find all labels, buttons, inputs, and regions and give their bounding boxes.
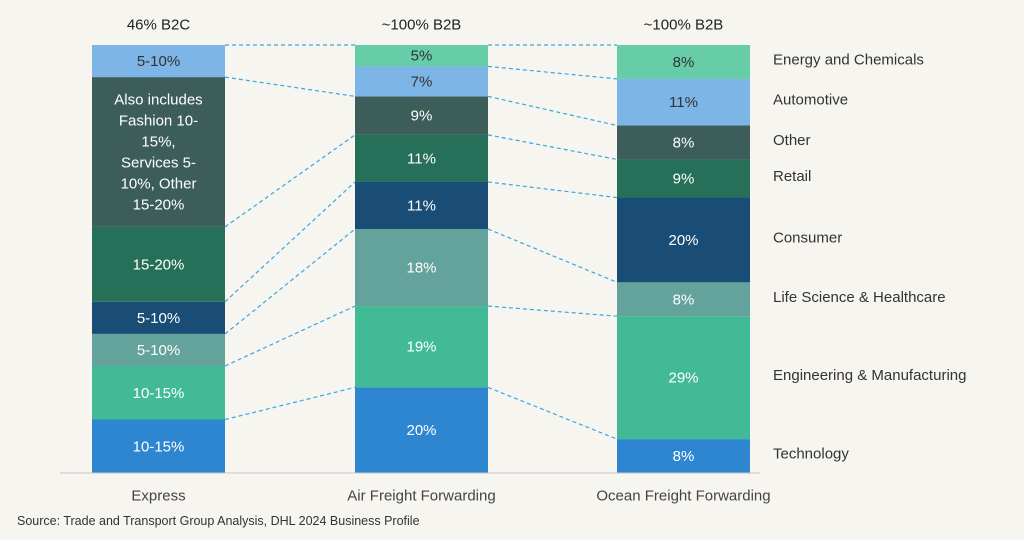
segment-label-air-freight-forwarding-life-science-and-healthcare: 18% — [406, 259, 436, 276]
bar-segment-ocean-freight-forwarding-consumer — [617, 197, 750, 283]
bar-segment-ocean-freight-forwarding-engineering-and-manufacturing — [617, 316, 750, 440]
connector-other-0 — [224, 134, 356, 228]
source-note: Source: Trade and Transport Group Analys… — [17, 514, 420, 528]
bar-segment-ocean-freight-forwarding-technology — [617, 439, 750, 473]
bar-segment-ocean-freight-forwarding-automotive — [617, 78, 750, 126]
bar-segment-air-freight-forwarding-engineering-and-manufacturing — [355, 306, 488, 388]
segment-label-ocean-freight-forwarding-energy-and-chemicals: 8% — [673, 53, 695, 70]
sector-label-technology: Technology — [773, 446, 849, 463]
bars-group — [92, 45, 750, 473]
bar-segment-air-freight-forwarding-energy-and-chemicals — [355, 45, 488, 67]
category-label-ocean-freight-forwarding: Ocean Freight Forwarding — [596, 488, 770, 505]
connector-engineering-and-manufacturing-1 — [487, 386, 618, 440]
connector-lines — [224, 44, 618, 440]
segment-label-express-life-science-and-healthcare: 5-10% — [137, 341, 180, 358]
segment-label-air-freight-forwarding-energy-and-chemicals: 5% — [411, 47, 433, 64]
segment-label-ocean-freight-forwarding-technology: 8% — [673, 448, 695, 465]
bar-segment-express-retail — [92, 226, 225, 302]
bar-segment-express-life-science-and-healthcare — [92, 333, 225, 366]
category-label-air-freight-forwarding: Air Freight Forwarding — [347, 488, 495, 505]
segment-label-air-freight-forwarding-technology: 20% — [406, 422, 436, 439]
top-label-air-freight-forwarding: ~100% B2B — [382, 17, 462, 34]
segment-label-express-retail: 15-20% — [133, 256, 185, 273]
segment-label-express-consumer: 5-10% — [137, 309, 180, 326]
connector-automotive-1 — [487, 95, 618, 127]
bar-segment-air-freight-forwarding-retail — [355, 134, 488, 182]
sector-label-retail: Retail — [773, 168, 811, 185]
sector-label-consumer: Consumer — [773, 229, 842, 246]
sector-label-automotive: Automotive — [773, 92, 848, 109]
segment-label-ocean-freight-forwarding-automotive: 11% — [669, 94, 698, 111]
connector-engineering-and-manufacturing-0 — [224, 386, 356, 421]
segment-label-air-freight-forwarding-consumer: 11% — [407, 197, 436, 214]
sector-label-other: Other — [773, 132, 811, 149]
connector-life-science-and-healthcare-1 — [487, 305, 618, 317]
segment-label-ocean-freight-forwarding-life-science-and-healthcare: 8% — [673, 291, 695, 308]
bar-segment-express-other — [92, 77, 225, 227]
bar-segment-express-technology — [92, 419, 225, 473]
bar-segment-air-freight-forwarding-consumer — [355, 181, 488, 230]
top-label-express: 46% B2C — [127, 17, 191, 34]
bar-segment-express-consumer — [92, 301, 225, 334]
segment-label-ocean-freight-forwarding-other: 8% — [673, 134, 695, 151]
bar-segment-air-freight-forwarding-automotive — [355, 66, 488, 97]
connector-life-science-and-healthcare-0 — [224, 305, 356, 367]
segment-label-air-freight-forwarding-engineering-and-manufacturing: 19% — [406, 338, 436, 355]
sector-label-engineering-and-manufacturing: Engineering & Manufacturing — [773, 367, 966, 384]
connector-automotive-0 — [224, 76, 356, 97]
connector-retail-0 — [224, 181, 356, 303]
connector-retail-1 — [487, 181, 618, 199]
bar-segment-ocean-freight-forwarding-life-science-and-healthcare — [617, 282, 750, 317]
connector-other-1 — [487, 134, 618, 161]
segment-label-ocean-freight-forwarding-consumer: 20% — [668, 231, 698, 248]
labels-group: 10-15% 10-15% 5-10% 5-10% 15-20% Also include… — [114, 17, 966, 505]
connector-energy-and-chemicals-1 — [487, 65, 618, 80]
bar-segment-ocean-freight-forwarding-energy-and-chemicals — [617, 45, 750, 79]
segment-label-express-other: Also includes Fashion 10-15%, Services 5-1… — [114, 91, 202, 213]
bar-segment-air-freight-forwarding-life-science-and-healthcare — [355, 229, 488, 307]
segment-label-express-automotive: 5-10% — [137, 53, 180, 70]
segment-label-air-freight-forwarding-automotive: 7% — [411, 73, 433, 90]
bar-segment-air-freight-forwarding-technology — [355, 387, 488, 473]
connector-consumer-0 — [224, 228, 356, 335]
bar-segment-express-automotive — [92, 45, 225, 78]
bar-segment-air-freight-forwarding-other — [355, 96, 488, 135]
sector-label-life-science-and-healthcare: Life Science & Healthcare — [773, 289, 946, 306]
segment-label-express-technology: 10-15% — [133, 438, 185, 455]
top-label-ocean-freight-forwarding: ~100% B2B — [644, 17, 724, 34]
bar-segment-ocean-freight-forwarding-other — [617, 125, 750, 160]
category-label-express: Express — [131, 488, 185, 505]
sector-label-energy-and-chemicals: Energy and Chemicals — [773, 51, 924, 68]
connector-consumer-1 — [487, 228, 618, 283]
segment-label-air-freight-forwarding-retail: 11% — [407, 150, 436, 167]
segment-label-express-engineering-and-manufacturing: 10-15% — [133, 384, 185, 401]
segment-label-ocean-freight-forwarding-engineering-and-manufacturing: 29% — [668, 369, 698, 386]
bar-segment-express-engineering-and-manufacturing — [92, 366, 225, 420]
segment-label-ocean-freight-forwarding-retail: 9% — [673, 170, 695, 187]
bar-segment-ocean-freight-forwarding-retail — [617, 159, 750, 198]
segment-label-air-freight-forwarding-other: 9% — [411, 107, 433, 124]
